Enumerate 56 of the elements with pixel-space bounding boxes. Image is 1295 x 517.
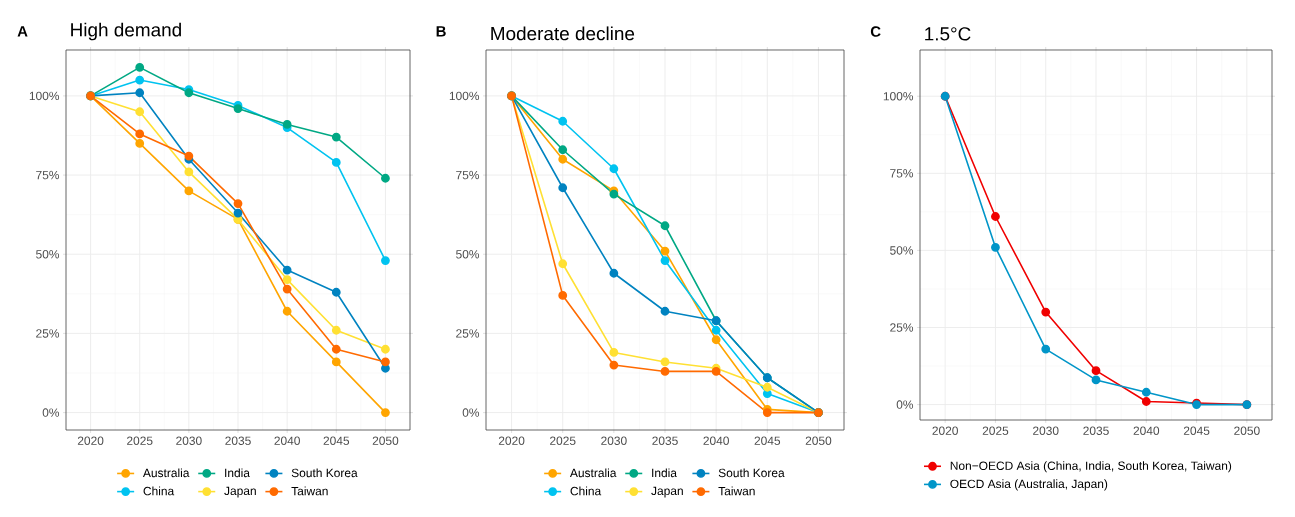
x-tick-label: 2030 [1033,426,1059,435]
legend-label: China [570,486,602,496]
x-tick-label: 2035 [225,436,251,445]
x-tick-label: 2025 [127,436,153,445]
y-tick-label: 0% [42,408,60,417]
text: C [870,26,881,37]
legend-label: Australia [569,468,617,478]
y-tick-label: 50% [36,250,60,259]
legend-label: Australia [142,468,190,478]
y-tick-label: 100% [449,91,480,101]
x-tick-label: 2045 [1183,426,1210,435]
legend-label: China [143,486,175,496]
legend-label: Japan [224,486,256,498]
text: A [17,26,28,37]
y-tick-label: 50% [456,250,480,259]
x-tick-label: 2030 [176,436,202,445]
x-tick-label: 2035 [652,436,678,445]
legend-label: India [225,468,250,478]
x-tick-label: 2035 [1083,426,1109,435]
y-tick-label: 75% [36,170,60,180]
legend-label: OECD Asia (Australia, Japan) [950,479,1108,491]
legend-label: India [652,468,677,478]
x-tick-label: 2045 [323,436,350,445]
y-tick-label: 25% [456,329,480,338]
legend-label: Japan [651,486,683,498]
x-tick-label: 2040 [274,436,300,445]
y-tick-label: 0% [462,408,480,417]
y-tick-label: 0% [896,400,914,409]
y-tick-label: 75% [456,170,480,180]
chart-title: Moderate decline [491,26,635,41]
legend-label: Taiwan [291,486,328,496]
x-tick-label: 2050 [372,436,399,445]
x-tick-label: 2020 [498,436,525,445]
y-tick-label: 75% [890,169,914,178]
chart-title: 1.5°C [925,27,971,41]
x-tick-label: 2020 [77,436,104,445]
x-tick-label: 2020 [932,426,958,435]
y-tick-label: 100% [29,91,60,101]
x-tick-label: 2040 [1133,426,1160,435]
legend-label: South Korea [718,468,785,478]
legend-label: Taiwan [718,486,755,496]
y-tick-label: 50% [890,246,914,255]
x-tick-label: 2025 [982,426,1009,435]
legend-label: South Korea [291,468,358,478]
y-tick-label: 25% [890,323,914,332]
y-tick-label: 100% [883,92,914,101]
x-tick-label: 2045 [754,436,781,445]
x-tick-label: 2040 [703,436,729,445]
x-tick-label: 2030 [601,436,627,445]
x-tick-label: 2050 [805,436,832,445]
x-tick-label: 2050 [1234,426,1260,435]
y-tick-label: 25% [36,329,60,338]
x-tick-label: 2025 [550,436,576,445]
chart-title: High demand [71,22,181,41]
legend-label: Non−OECD Asia (China, India, South Korea, Taiwan) [950,461,1232,473]
text: B [436,26,446,37]
